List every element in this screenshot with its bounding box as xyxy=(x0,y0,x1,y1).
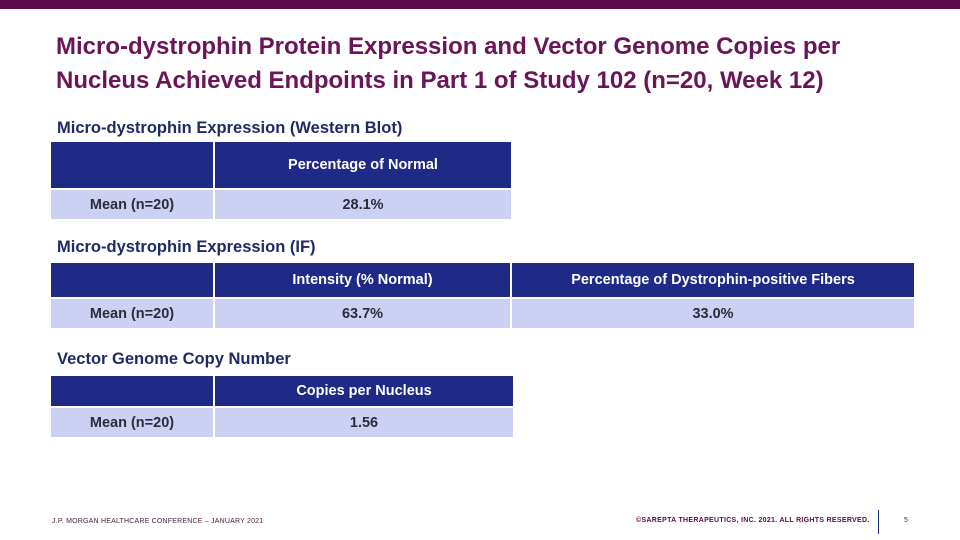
table-header-cell xyxy=(49,140,215,190)
table-cell: 33.0% xyxy=(510,297,916,330)
section-heading-vector-genome: Vector Genome Copy Number xyxy=(57,350,291,368)
table-header-row: Intensity (% Normal) Percentage of Dystr… xyxy=(49,261,916,299)
table-row: Mean (n=20) 28.1% xyxy=(49,188,513,221)
section-heading-western-blot: Micro-dystrophin Expression (Western Blo… xyxy=(57,119,403,137)
table-header-cell xyxy=(49,261,215,299)
table-row: Mean (n=20) 63.7% 33.0% xyxy=(49,297,916,330)
page-number: 5 xyxy=(904,517,908,524)
row-label: Mean (n=20) xyxy=(49,188,215,221)
table-header-cell: Percentage of Normal xyxy=(213,140,513,190)
table-header-row: Copies per Nucleus xyxy=(49,374,515,408)
section-heading-if: Micro-dystrophin Expression (IF) xyxy=(57,238,316,256)
vector-genome-table: Copies per Nucleus Mean (n=20) 1.56 xyxy=(49,374,515,439)
western-blot-table: Percentage of Normal Mean (n=20) 28.1% xyxy=(49,140,513,221)
table-row: Mean (n=20) 1.56 xyxy=(49,406,515,439)
if-table: Intensity (% Normal) Percentage of Dystr… xyxy=(49,261,916,330)
footer-conference: J.P. MORGAN HEALTHCARE CONFERENCE – JANU… xyxy=(52,518,264,525)
table-cell: 28.1% xyxy=(213,188,513,221)
footer-divider xyxy=(878,510,879,534)
row-label: Mean (n=20) xyxy=(49,406,215,439)
top-accent-bar xyxy=(0,0,960,9)
footer-copyright: ©SAREPTA THERAPEUTICS, INC. 2021. ALL RI… xyxy=(636,517,870,524)
table-cell: 63.7% xyxy=(213,297,512,330)
table-header-cell: Copies per Nucleus xyxy=(213,374,515,408)
slide-title: Micro-dystrophin Protein Expression and … xyxy=(56,33,841,94)
table-header-row: Percentage of Normal xyxy=(49,140,513,190)
table-cell: 1.56 xyxy=(213,406,515,439)
row-label: Mean (n=20) xyxy=(49,297,215,330)
table-header-cell: Intensity (% Normal) xyxy=(213,261,512,299)
table-header-cell xyxy=(49,374,215,408)
table-header-cell: Percentage of Dystrophin-positive Fibers xyxy=(510,261,916,299)
